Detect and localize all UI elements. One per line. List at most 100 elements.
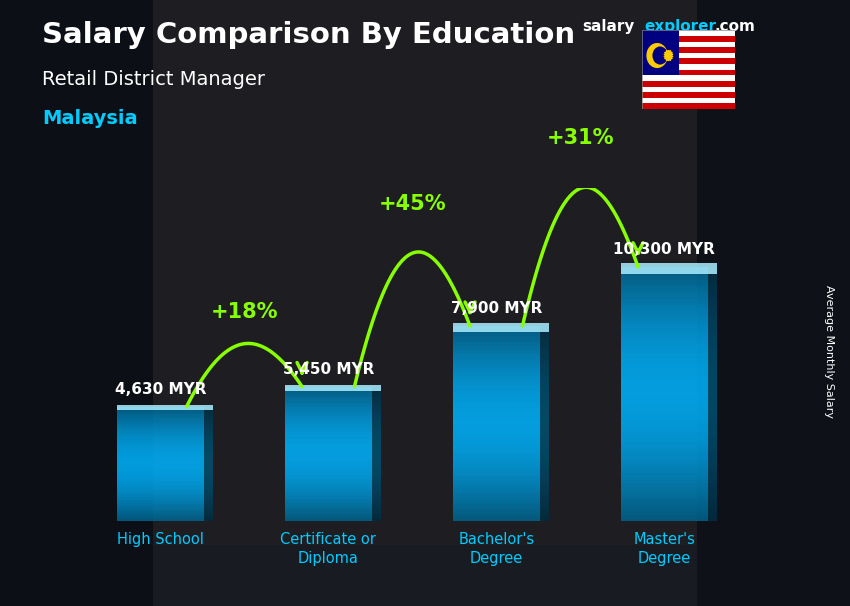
Bar — [620, 283, 708, 286]
Bar — [372, 450, 381, 452]
Bar — [116, 513, 204, 514]
Bar — [452, 433, 540, 436]
Text: 4,630 MYR: 4,630 MYR — [115, 382, 206, 397]
Bar — [452, 385, 540, 387]
Bar — [540, 362, 548, 365]
Bar — [372, 410, 381, 412]
Bar — [540, 368, 548, 370]
Bar — [620, 273, 708, 276]
Bar — [372, 439, 381, 441]
Bar — [620, 467, 708, 470]
Bar — [372, 430, 381, 432]
Bar — [452, 323, 548, 332]
Bar — [452, 467, 540, 470]
Bar — [540, 478, 548, 480]
Bar — [285, 442, 372, 444]
Bar — [372, 479, 381, 481]
Bar — [620, 340, 708, 343]
Bar — [285, 493, 372, 494]
Bar — [620, 353, 708, 356]
Bar — [204, 484, 212, 485]
Bar — [708, 340, 717, 343]
Bar — [452, 443, 540, 445]
Bar — [708, 318, 717, 321]
Bar — [452, 458, 540, 460]
Bar — [540, 424, 548, 426]
Bar — [708, 496, 717, 499]
Bar — [204, 500, 212, 501]
Bar — [116, 428, 204, 430]
Bar — [285, 397, 372, 398]
Bar — [204, 501, 212, 502]
Bar — [540, 494, 548, 497]
Bar — [708, 413, 717, 416]
Bar — [708, 337, 717, 340]
Bar — [372, 391, 381, 393]
Bar — [204, 510, 212, 511]
Bar — [204, 448, 212, 450]
Bar — [204, 478, 212, 480]
Bar — [116, 508, 204, 510]
Bar — [540, 445, 548, 448]
Bar — [708, 499, 717, 502]
Bar — [452, 485, 540, 487]
Bar — [540, 328, 548, 331]
Bar — [452, 509, 540, 511]
Bar — [642, 30, 679, 75]
Bar — [540, 397, 548, 399]
Bar — [116, 413, 204, 414]
Bar — [204, 476, 212, 477]
Bar — [116, 407, 204, 408]
Bar — [285, 511, 372, 513]
Bar — [116, 418, 204, 420]
Bar — [452, 487, 540, 490]
Bar — [620, 416, 708, 419]
Bar — [285, 486, 372, 487]
Bar — [708, 435, 717, 439]
Bar — [540, 345, 548, 348]
Bar — [285, 519, 372, 521]
Bar — [116, 440, 204, 441]
Bar — [620, 286, 708, 289]
Bar — [116, 447, 204, 448]
Bar — [204, 513, 212, 514]
Bar — [620, 451, 708, 454]
Bar — [540, 355, 548, 358]
Bar — [620, 461, 708, 464]
Bar — [708, 439, 717, 442]
Bar — [204, 490, 212, 491]
Bar — [620, 371, 708, 375]
Bar — [204, 496, 212, 497]
Bar — [540, 502, 548, 504]
Bar — [285, 413, 372, 415]
Bar — [372, 498, 381, 499]
Bar — [204, 514, 212, 516]
Bar — [372, 390, 381, 391]
Bar — [452, 355, 540, 358]
Bar — [204, 460, 212, 461]
Bar — [285, 458, 372, 459]
Bar — [204, 420, 212, 421]
Bar — [204, 450, 212, 451]
Bar — [372, 491, 381, 493]
Bar — [372, 442, 381, 444]
Bar — [708, 359, 717, 362]
Bar — [540, 450, 548, 453]
Bar — [372, 484, 381, 486]
Bar — [540, 343, 548, 345]
Bar — [620, 394, 708, 397]
Bar — [285, 427, 372, 428]
Bar — [204, 431, 212, 433]
Bar — [620, 315, 708, 318]
Bar — [116, 427, 204, 428]
Bar — [285, 494, 372, 496]
Bar — [116, 490, 204, 491]
Bar — [708, 448, 717, 451]
Bar — [372, 496, 381, 498]
Bar — [204, 436, 212, 437]
Bar — [620, 318, 708, 321]
Bar — [285, 444, 372, 445]
Bar — [372, 494, 381, 496]
Bar — [452, 470, 540, 473]
Bar — [372, 464, 381, 465]
